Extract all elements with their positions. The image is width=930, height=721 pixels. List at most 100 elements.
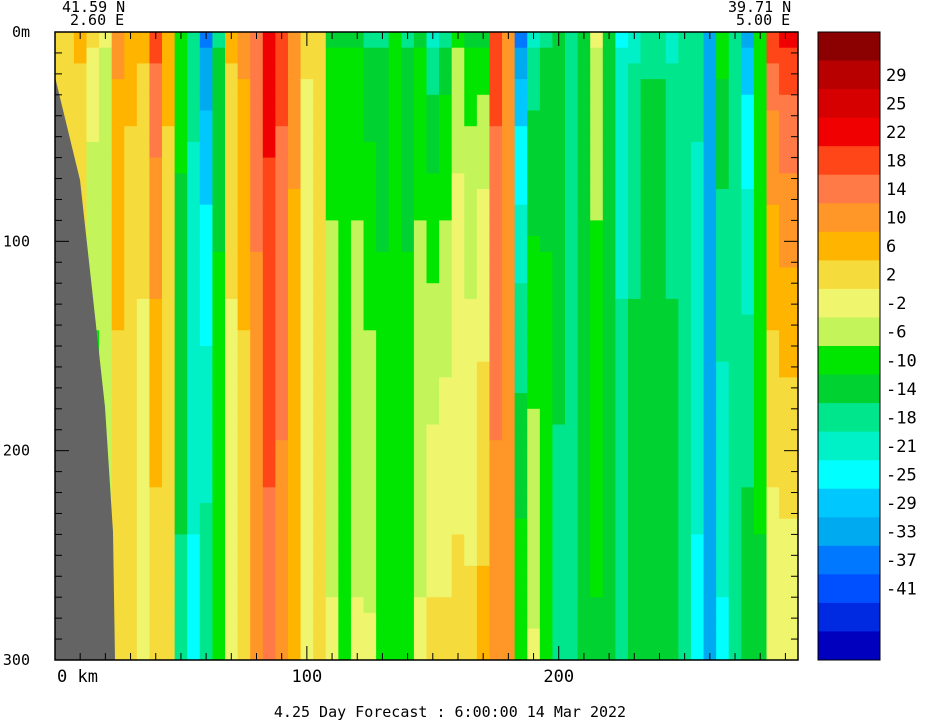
contour-cell [225, 32, 239, 49]
contour-cell [728, 503, 742, 520]
contour-cell [539, 534, 554, 551]
contour-cell [350, 612, 365, 630]
contour-cell [439, 393, 453, 410]
contour-cell [514, 644, 528, 660]
contour-cell [728, 534, 742, 551]
contour-cell [275, 32, 289, 49]
contour-cell [187, 518, 201, 535]
contour-cell [590, 94, 604, 112]
contour-cell [690, 189, 705, 206]
contour-cell [287, 110, 302, 127]
contour-cell [376, 141, 390, 159]
contour-cell [716, 346, 730, 363]
contour-cell [690, 408, 705, 426]
contour-cell [174, 471, 188, 488]
contour-cell [640, 298, 654, 316]
contour-cell [640, 330, 654, 347]
contour-cell [615, 283, 629, 300]
contour-cell [350, 440, 365, 457]
contour-cell [136, 141, 151, 159]
contour-cell [627, 424, 642, 441]
contour-cell [426, 440, 440, 457]
contour-cell [124, 314, 138, 331]
contour-cell [174, 424, 188, 441]
contour-cell [376, 346, 390, 363]
contour-cell [225, 189, 239, 206]
contour-cell [753, 32, 768, 49]
contour-cell [99, 189, 113, 206]
contour-cell [162, 377, 176, 394]
contour-cell [514, 94, 528, 112]
contour-cell [565, 236, 579, 253]
contour-cell [225, 157, 239, 174]
contour-cell [124, 94, 138, 112]
contour-cell [237, 251, 251, 269]
contour-cell [451, 361, 465, 378]
contour-cell [590, 110, 604, 127]
contour-cell [678, 440, 692, 457]
contour-cell [766, 283, 780, 300]
contour-cell [313, 393, 327, 410]
contour-cell [325, 173, 339, 190]
contour-cell [376, 628, 390, 645]
contour-cell [439, 471, 453, 488]
contour-cell [716, 189, 730, 206]
contour-cell [753, 377, 768, 394]
contour-cell [275, 612, 289, 630]
contour-cell [124, 487, 138, 504]
contour-cell [111, 550, 125, 567]
contour-cell [136, 597, 151, 614]
contour-cell [250, 581, 264, 598]
contour-cell [653, 644, 667, 660]
contour-cell [539, 314, 554, 331]
contour-cell [766, 47, 780, 64]
contour-cell [111, 471, 125, 488]
contour-cell [287, 298, 302, 316]
contour-cell [703, 628, 717, 645]
contour-cell [476, 361, 491, 378]
contour-cell [690, 424, 705, 441]
contour-cell [489, 424, 503, 441]
x-tick-label: 0 km [57, 667, 98, 687]
contour-cell [149, 377, 163, 394]
contour-cell [653, 518, 667, 535]
contour-cell [753, 314, 768, 331]
contour-cell [602, 283, 616, 300]
contour-cell [703, 110, 717, 127]
contour-cell [187, 393, 201, 410]
contour-cell [703, 47, 717, 64]
contour-cell [640, 204, 654, 221]
contour-cell [753, 487, 768, 504]
contour-cell [552, 251, 566, 269]
contour-cell [338, 440, 352, 457]
contour-cell [741, 47, 755, 64]
contour-cell [136, 298, 151, 316]
contour-cell [741, 503, 755, 520]
contour-cell [162, 94, 176, 112]
contour-cell [703, 126, 717, 143]
contour-cell [665, 581, 679, 598]
contour-cell [791, 628, 798, 645]
contour-cell [527, 393, 541, 410]
contour-cell [363, 94, 377, 112]
contour-cell [464, 612, 478, 630]
contour-cell [489, 361, 503, 378]
contour-cell [602, 126, 616, 143]
contour-cell [313, 314, 327, 331]
contour-cell [791, 377, 798, 394]
contour-cell [665, 644, 679, 660]
contour-cell [61, 79, 75, 96]
contour-cell [615, 597, 629, 614]
contour-cell [124, 267, 138, 284]
contour-cell [766, 393, 780, 410]
contour-cell [527, 330, 541, 347]
contour-cell [627, 487, 642, 504]
contour-cell [653, 455, 667, 473]
contour-cell [728, 377, 742, 394]
contour-cell [300, 189, 314, 206]
contour-cell [615, 110, 629, 127]
contour-cell [413, 330, 428, 347]
contour-cell [413, 377, 428, 394]
contour-cell [627, 79, 642, 96]
contour-cell [199, 346, 214, 363]
